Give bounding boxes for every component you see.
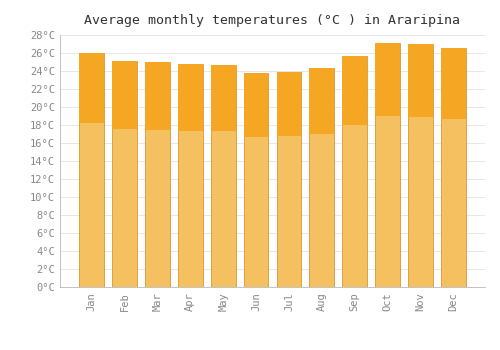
Bar xyxy=(408,44,433,117)
Bar xyxy=(276,72,301,287)
Bar xyxy=(211,65,236,287)
Bar xyxy=(310,68,334,134)
Bar xyxy=(376,43,400,116)
Bar xyxy=(310,68,334,287)
Bar xyxy=(441,48,466,119)
Bar xyxy=(342,56,367,287)
Bar xyxy=(145,62,170,130)
Bar xyxy=(408,44,433,287)
Bar xyxy=(244,73,268,287)
Bar xyxy=(244,73,268,137)
Bar xyxy=(145,62,170,287)
Bar xyxy=(178,64,203,287)
Bar xyxy=(276,72,301,136)
Bar xyxy=(112,61,137,129)
Bar xyxy=(80,53,104,123)
Bar xyxy=(342,56,367,125)
Title: Average monthly temperatures (°C ) in Araripina: Average monthly temperatures (°C ) in Ar… xyxy=(84,14,460,27)
Bar xyxy=(376,43,400,287)
Bar xyxy=(80,53,104,287)
Bar xyxy=(178,64,203,131)
Bar xyxy=(441,48,466,287)
Bar xyxy=(112,61,137,287)
Bar xyxy=(211,65,236,131)
